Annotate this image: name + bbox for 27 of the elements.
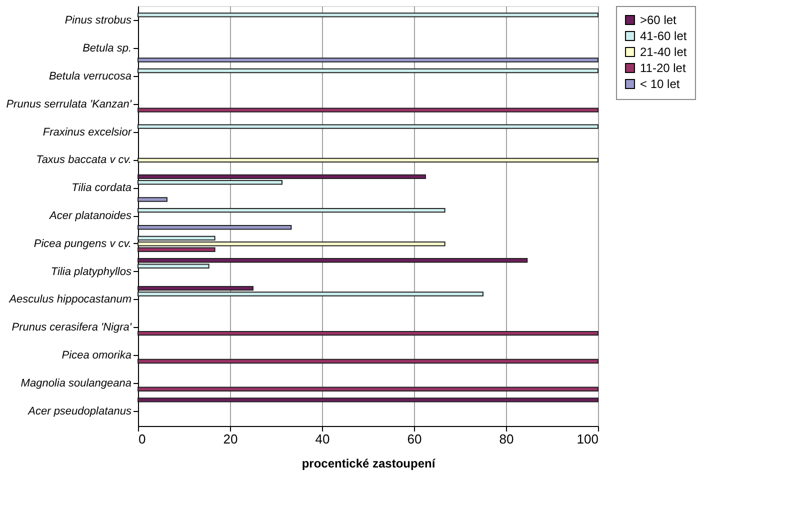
y-tick-label: Fraxinus excelsior	[42, 126, 133, 138]
y-tick-label: Prunus serrulata 'Kanzan'	[6, 98, 132, 110]
legend-label: 21-40 let	[640, 45, 688, 59]
x-tick-label: 0	[138, 432, 146, 446]
y-tick-label: Magnolia soulangeana	[20, 377, 132, 390]
x-tick-label: 60	[407, 432, 422, 446]
y-tick-label: Tilia cordata	[72, 182, 132, 194]
y-tick-label: Prunus cerasifera 'Nigra'	[12, 322, 132, 334]
y-tick-label: Acer platanoides	[48, 210, 132, 222]
legend-label: >60 let	[640, 13, 678, 27]
legend-label: 41-60 let	[640, 29, 688, 43]
x-tick-label: 100	[576, 432, 598, 446]
legend-label: 11-20 let	[640, 61, 686, 75]
y-tick-label: Picea omorika	[62, 350, 132, 362]
y-tick-label: Aesculus hippocastanum	[8, 294, 132, 306]
legend-label: < 10 let	[640, 77, 680, 91]
y-tick-label: Acer pseudoplatanus	[27, 405, 132, 418]
x-tick-label: 80	[499, 432, 514, 446]
y-tick-label: Tilia platyphyllos	[50, 266, 132, 278]
x-axis-title: procentické zastoupení	[302, 456, 436, 470]
y-tick-label: Picea pungens v cv.	[34, 238, 132, 250]
y-tick-label: Pinus strobus	[64, 14, 132, 27]
y-tick-label: Betula sp.	[82, 42, 132, 55]
x-tick-label: 20	[223, 432, 238, 446]
x-tick-label: 40	[315, 432, 330, 446]
y-tick-label: Betula verrucosa	[48, 70, 132, 82]
y-tick-label: Taxus baccata v cv.	[36, 154, 132, 166]
